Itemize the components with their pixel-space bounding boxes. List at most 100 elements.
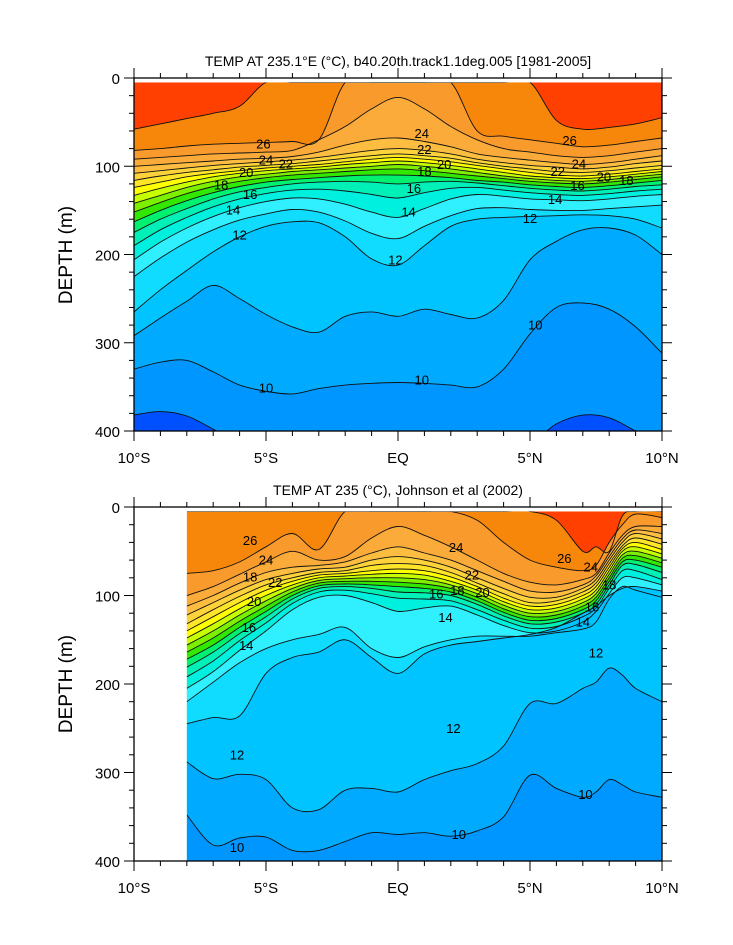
- contour-label-group: 12: [230, 747, 244, 762]
- contour-label-group: 18: [602, 577, 616, 592]
- contour-label-group: 18: [243, 569, 257, 584]
- contour-label: 14: [401, 205, 415, 220]
- y-axis-label: DEPTH (m): [56, 206, 77, 304]
- contour-line-11: [186, 667, 662, 813]
- contour-label-group: 20: [239, 165, 253, 180]
- contour-label: 14: [438, 610, 452, 625]
- contour-label: 26: [256, 137, 270, 152]
- contour-label-group: 24: [572, 157, 586, 172]
- x-tick-label: 5°N: [517, 880, 542, 897]
- contour-line-21: [186, 541, 662, 632]
- contour-fills: [134, 78, 662, 431]
- x-tick-label: 10°N: [645, 880, 679, 897]
- contour-line-25: [134, 96, 662, 160]
- contour-line-19: [186, 550, 662, 646]
- chart-title: TEMP AT 235.1°E (°C), b40.20th.track1.1d…: [205, 53, 591, 69]
- contour-line-12: [134, 214, 662, 313]
- contour-label: 12: [388, 252, 402, 267]
- contour-label: 22: [417, 142, 431, 157]
- contour-line-11: [134, 227, 662, 337]
- contour-label-group: 18: [619, 173, 633, 188]
- contour-label: 16: [585, 600, 599, 615]
- y-tick-label: 400: [95, 424, 120, 441]
- contour-label: 10: [578, 787, 592, 802]
- panel-observations: TEMP AT 235 (°C), Johnson et al (2002) 2…: [56, 482, 679, 897]
- contour-label-group: 14: [438, 610, 452, 625]
- contour-label: 20: [247, 594, 261, 609]
- y-tick-label: 0: [112, 71, 120, 88]
- contour-line-24: [134, 137, 662, 167]
- no-data-region: [134, 507, 187, 861]
- y-tick-label: 0: [112, 500, 120, 517]
- contour-label-group: 18: [450, 583, 464, 598]
- contour-label: 16: [407, 181, 421, 196]
- contour-label-group: 20: [597, 170, 611, 185]
- contour-label-group: 16: [585, 600, 599, 615]
- x-tick-label: 10°S: [118, 450, 151, 467]
- contour-label: 24: [259, 153, 273, 168]
- x-tick-label: 10°N: [645, 450, 679, 467]
- x-tick-label: 5°S: [254, 880, 278, 897]
- surface-gap: [134, 78, 662, 83]
- y-tick-label: 200: [95, 677, 120, 694]
- contour-line-13: [186, 585, 662, 703]
- contour-line-22: [186, 537, 662, 625]
- contour-label: 12: [232, 228, 246, 243]
- contour-line-23: [134, 148, 662, 174]
- contour-label: 20: [597, 170, 611, 185]
- contour-line-25: [186, 525, 662, 596]
- contour-label-group: 24: [259, 553, 273, 568]
- x-tick-label: 5°N: [517, 450, 542, 467]
- contour-label-group: 14: [239, 638, 253, 653]
- contour-line-19: [134, 164, 662, 204]
- contour-label: 20: [239, 165, 253, 180]
- contour-label-group: 24: [259, 153, 273, 168]
- contour-label-group: 24: [415, 126, 429, 141]
- y-tick-label: 300: [95, 766, 120, 783]
- y-tick-label: 200: [95, 248, 120, 265]
- contour-line-20: [186, 546, 662, 639]
- contour-label: 22: [279, 157, 293, 172]
- contour-line-15: [134, 186, 662, 247]
- contour-label: 16: [429, 587, 443, 602]
- contour-line-24: [186, 529, 662, 607]
- contour-label: 18: [243, 569, 257, 584]
- contour-label: 22: [550, 164, 564, 179]
- contour-label: 12: [230, 747, 244, 762]
- band-below-9: [134, 411, 636, 431]
- y-tick-label: 400: [95, 854, 120, 871]
- contour-line-10: [186, 773, 662, 853]
- contour-label: 24: [572, 157, 586, 172]
- contour-lines: [134, 78, 662, 431]
- contour-label: 18: [619, 173, 633, 188]
- contour-label: 18: [214, 177, 228, 192]
- contour-label-group: 20: [247, 594, 261, 609]
- contour-label: 24: [583, 560, 597, 575]
- contour-label: 20: [475, 585, 489, 600]
- contour-label-group: 14: [226, 202, 240, 217]
- contour-line-9: [134, 411, 637, 431]
- contour-label-group: 18: [417, 164, 431, 179]
- contour-label-group: 12: [589, 646, 603, 661]
- contour-label-group: 16: [243, 187, 257, 202]
- contour-label: 22: [268, 575, 282, 590]
- contour-line-15: [186, 568, 662, 678]
- contour-label: 14: [576, 615, 590, 630]
- contour-label-group: 10: [230, 840, 244, 855]
- contour-label-group: 12: [523, 211, 537, 226]
- contour-label: 24: [415, 126, 429, 141]
- contour-label: 16: [242, 620, 256, 635]
- contour-label: 12: [446, 721, 460, 736]
- contour-label: 14: [239, 638, 253, 653]
- contour-label: 10: [259, 380, 273, 395]
- contour-label-group: 22: [279, 157, 293, 172]
- contour-line-12: [186, 586, 662, 725]
- contour-label: 18: [602, 577, 616, 592]
- y-axis-label: DEPTH (m): [56, 635, 77, 733]
- contour-line-16: [134, 180, 662, 233]
- contour-label: 18: [417, 164, 431, 179]
- contour-line-18: [186, 554, 662, 653]
- contour-label-group: 20: [437, 157, 451, 172]
- contour-label-group: 22: [550, 164, 564, 179]
- axes: 10°S 5°S EQ 5°N 10°N 0 100 200 300 400: [95, 497, 679, 897]
